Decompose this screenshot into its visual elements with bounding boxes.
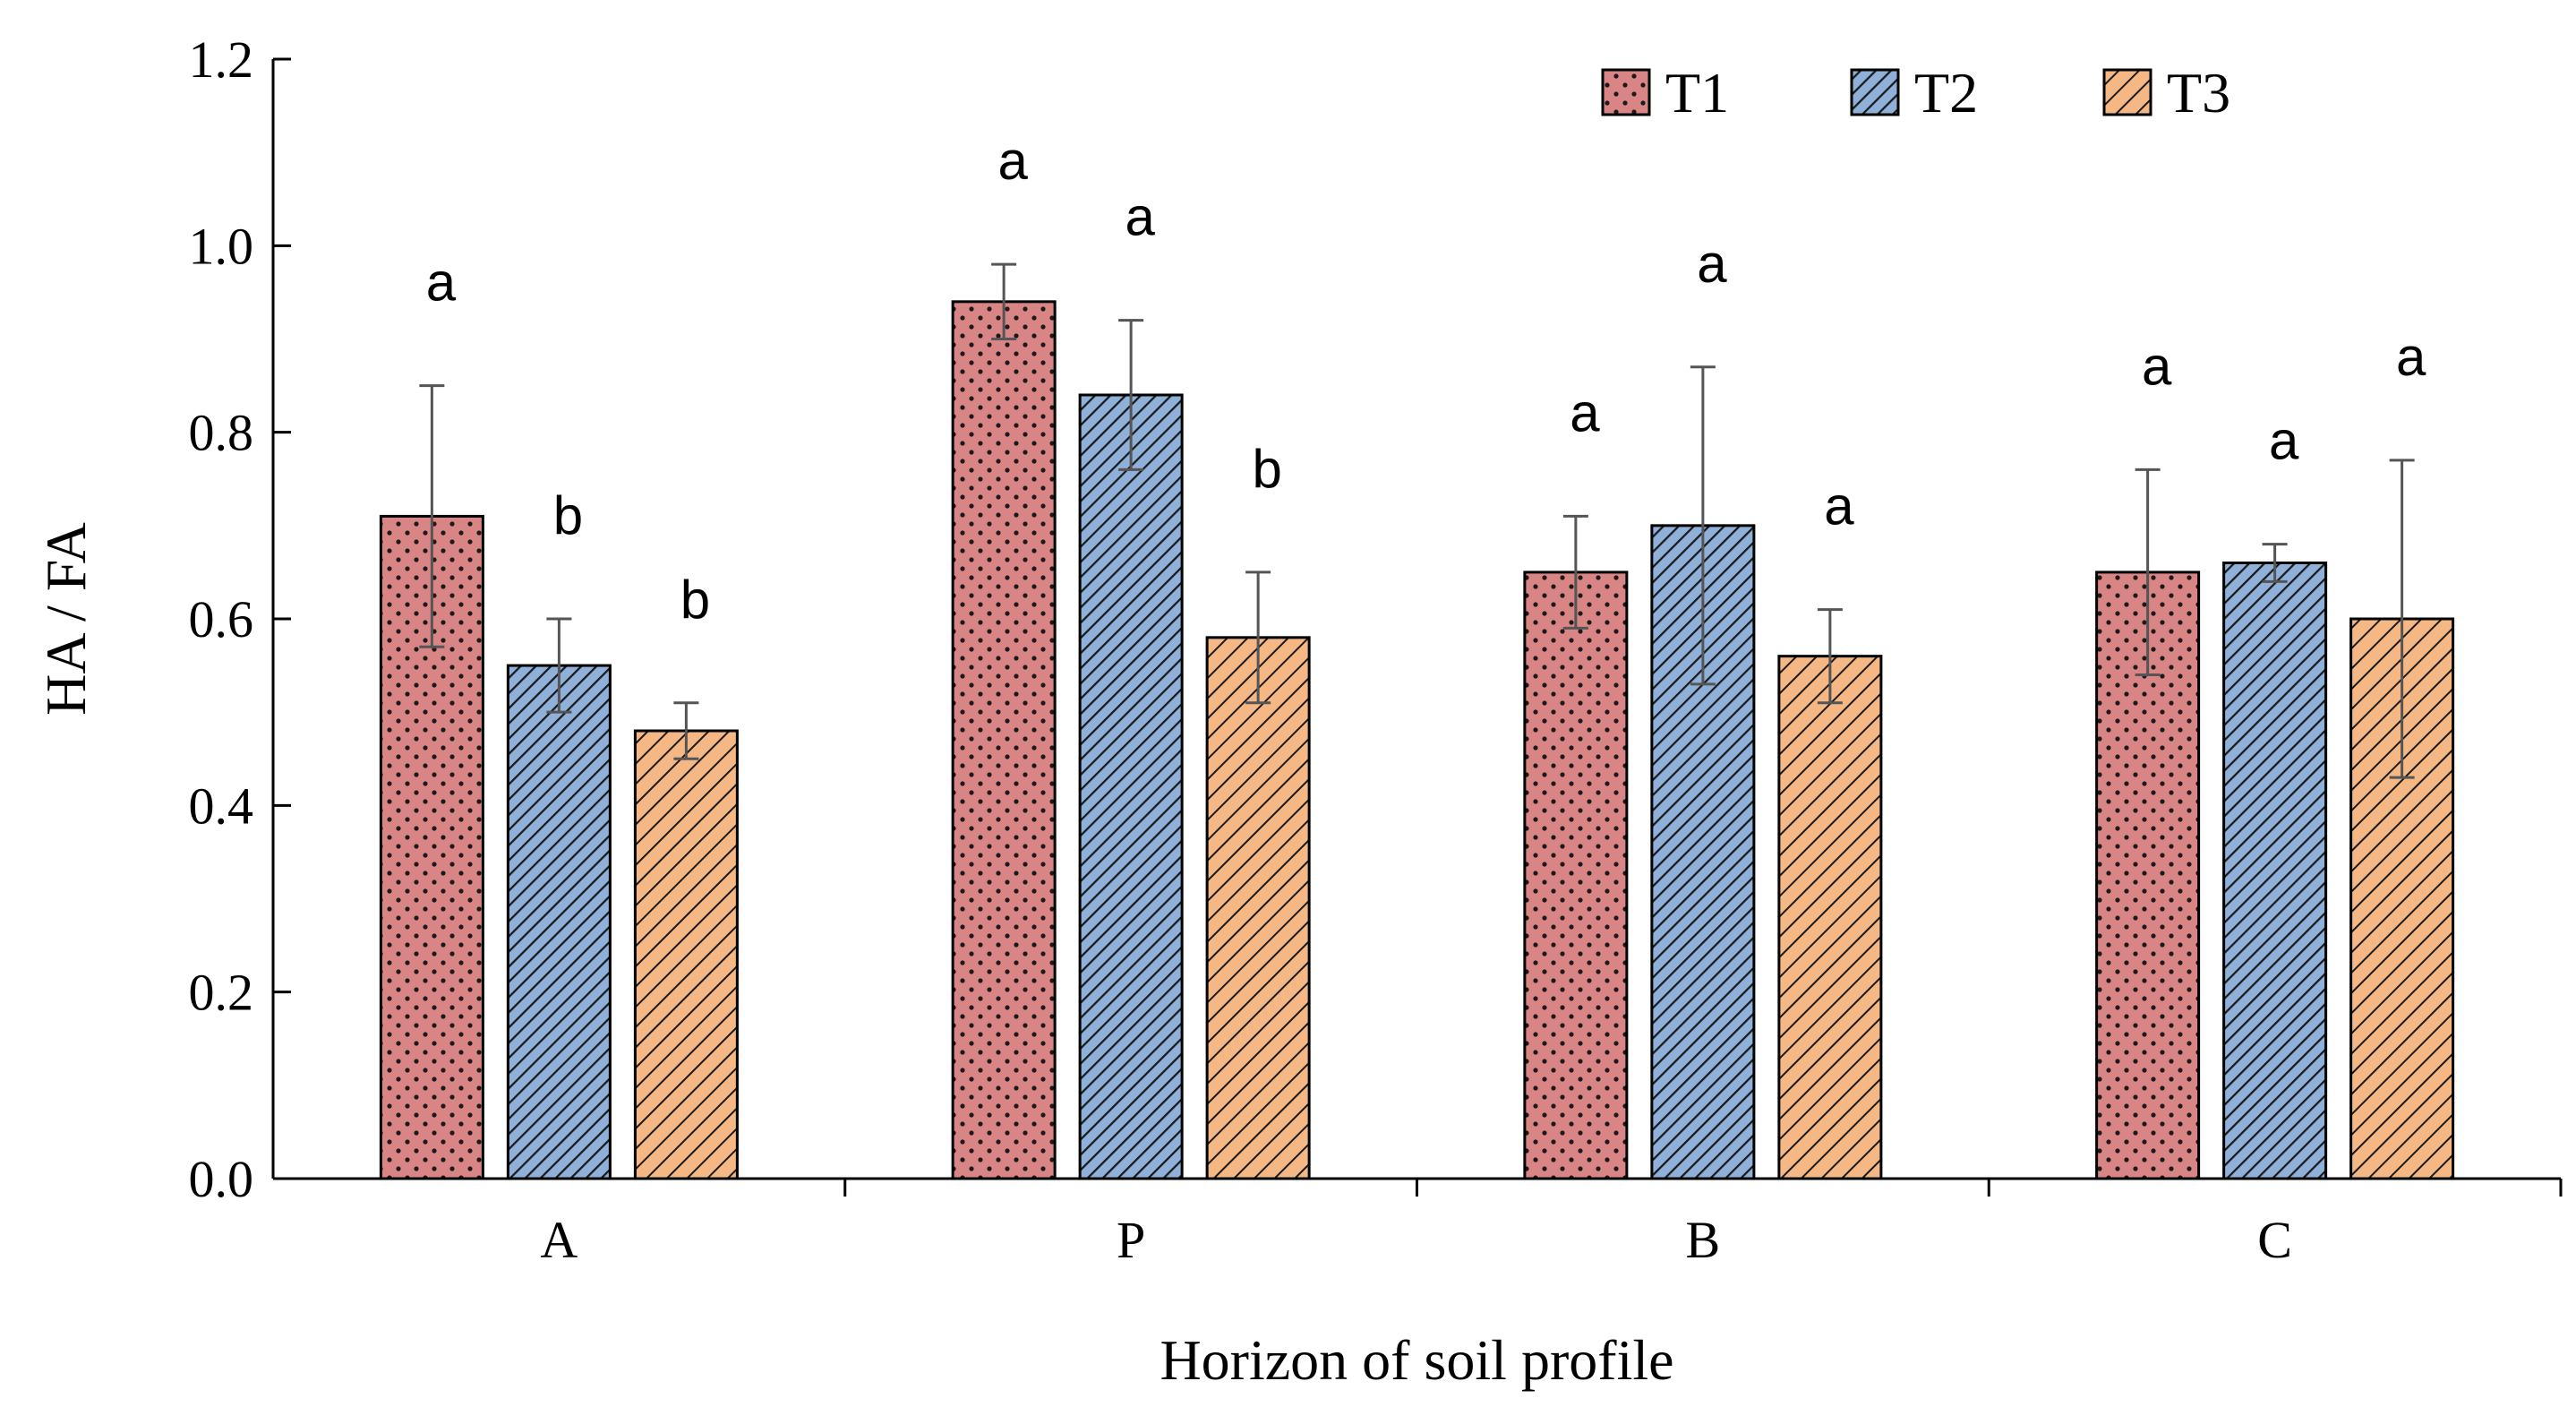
error-bar — [1245, 570, 1271, 705]
significance-letter: a — [2269, 411, 2299, 471]
significance-letter: a — [1125, 187, 1155, 247]
y-axis-title: HA / FA — [34, 522, 98, 716]
error-bar — [1817, 608, 1843, 705]
y-tick-label: 0.4 — [189, 776, 254, 835]
significance-letter: b — [680, 570, 710, 630]
significance-letter: a — [1570, 382, 1600, 442]
error-bar — [991, 262, 1017, 340]
axes: 0.0 0.2 0.4 0.6 0.8 1.0 1.2 A P B C — [189, 30, 2563, 1269]
legend-swatch — [2102, 68, 2152, 116]
legend-item-t3: T3 — [2102, 61, 2230, 124]
legend-item-t1: T1 — [1601, 61, 1729, 124]
bar-t1-p — [951, 300, 1057, 1180]
error-bars — [419, 262, 2415, 779]
legend-label: T3 — [2167, 61, 2230, 124]
error-bar — [2262, 543, 2288, 583]
significance-letter: a — [1824, 476, 1854, 536]
y-tick-label: 1.2 — [189, 30, 254, 89]
error-bar — [673, 701, 699, 760]
y-tick-label: 0.2 — [189, 964, 254, 1022]
error-bar — [1562, 514, 1588, 630]
significance-letter: a — [997, 131, 1028, 191]
legend-label: T1 — [1665, 61, 1729, 124]
legend-label: T2 — [1914, 61, 1978, 124]
y-tick-label: 1.0 — [189, 217, 254, 275]
significance-letter: a — [1697, 234, 1727, 294]
legend-swatch — [1601, 68, 1651, 116]
x-tick-label: A — [540, 1211, 578, 1269]
x-tick-label: P — [1117, 1211, 1145, 1269]
significance-letters: a b b a a b a a a a a a — [426, 131, 2426, 630]
bar-t3-p — [1205, 636, 1311, 1180]
bar-t1-b — [1523, 570, 1629, 1180]
bar-t3-b — [1777, 655, 1883, 1180]
legend: T1 T2 T3 — [1601, 61, 2230, 124]
y-tick-label: 0.0 — [189, 1150, 254, 1208]
significance-letter: a — [2396, 327, 2426, 387]
legend-item-t2: T2 — [1850, 61, 1978, 124]
error-bar — [2135, 468, 2161, 676]
bar-t3-a — [633, 729, 739, 1180]
significance-letter: a — [2142, 336, 2172, 396]
y-tick-label: 0.6 — [189, 590, 254, 648]
error-bar — [2389, 459, 2415, 779]
bar-t2-p — [1078, 393, 1184, 1180]
bar-t2-a — [506, 664, 612, 1180]
bars — [379, 300, 2455, 1180]
significance-letter: b — [553, 485, 583, 545]
error-bar — [546, 617, 572, 714]
y-tick-label: 0.8 — [189, 404, 254, 462]
error-bar — [419, 384, 445, 648]
significance-letter: b — [1252, 439, 1281, 499]
error-bar — [1118, 319, 1144, 471]
error-bar — [1690, 365, 1716, 686]
significance-letter: a — [426, 253, 457, 313]
x-axis-title: Horizon of soil profile — [1160, 1328, 1673, 1392]
x-tick-label: C — [2257, 1211, 2292, 1269]
x-tick-label: B — [1686, 1211, 1721, 1269]
legend-swatch — [1850, 68, 1900, 116]
bar-t2-c — [2222, 562, 2328, 1180]
